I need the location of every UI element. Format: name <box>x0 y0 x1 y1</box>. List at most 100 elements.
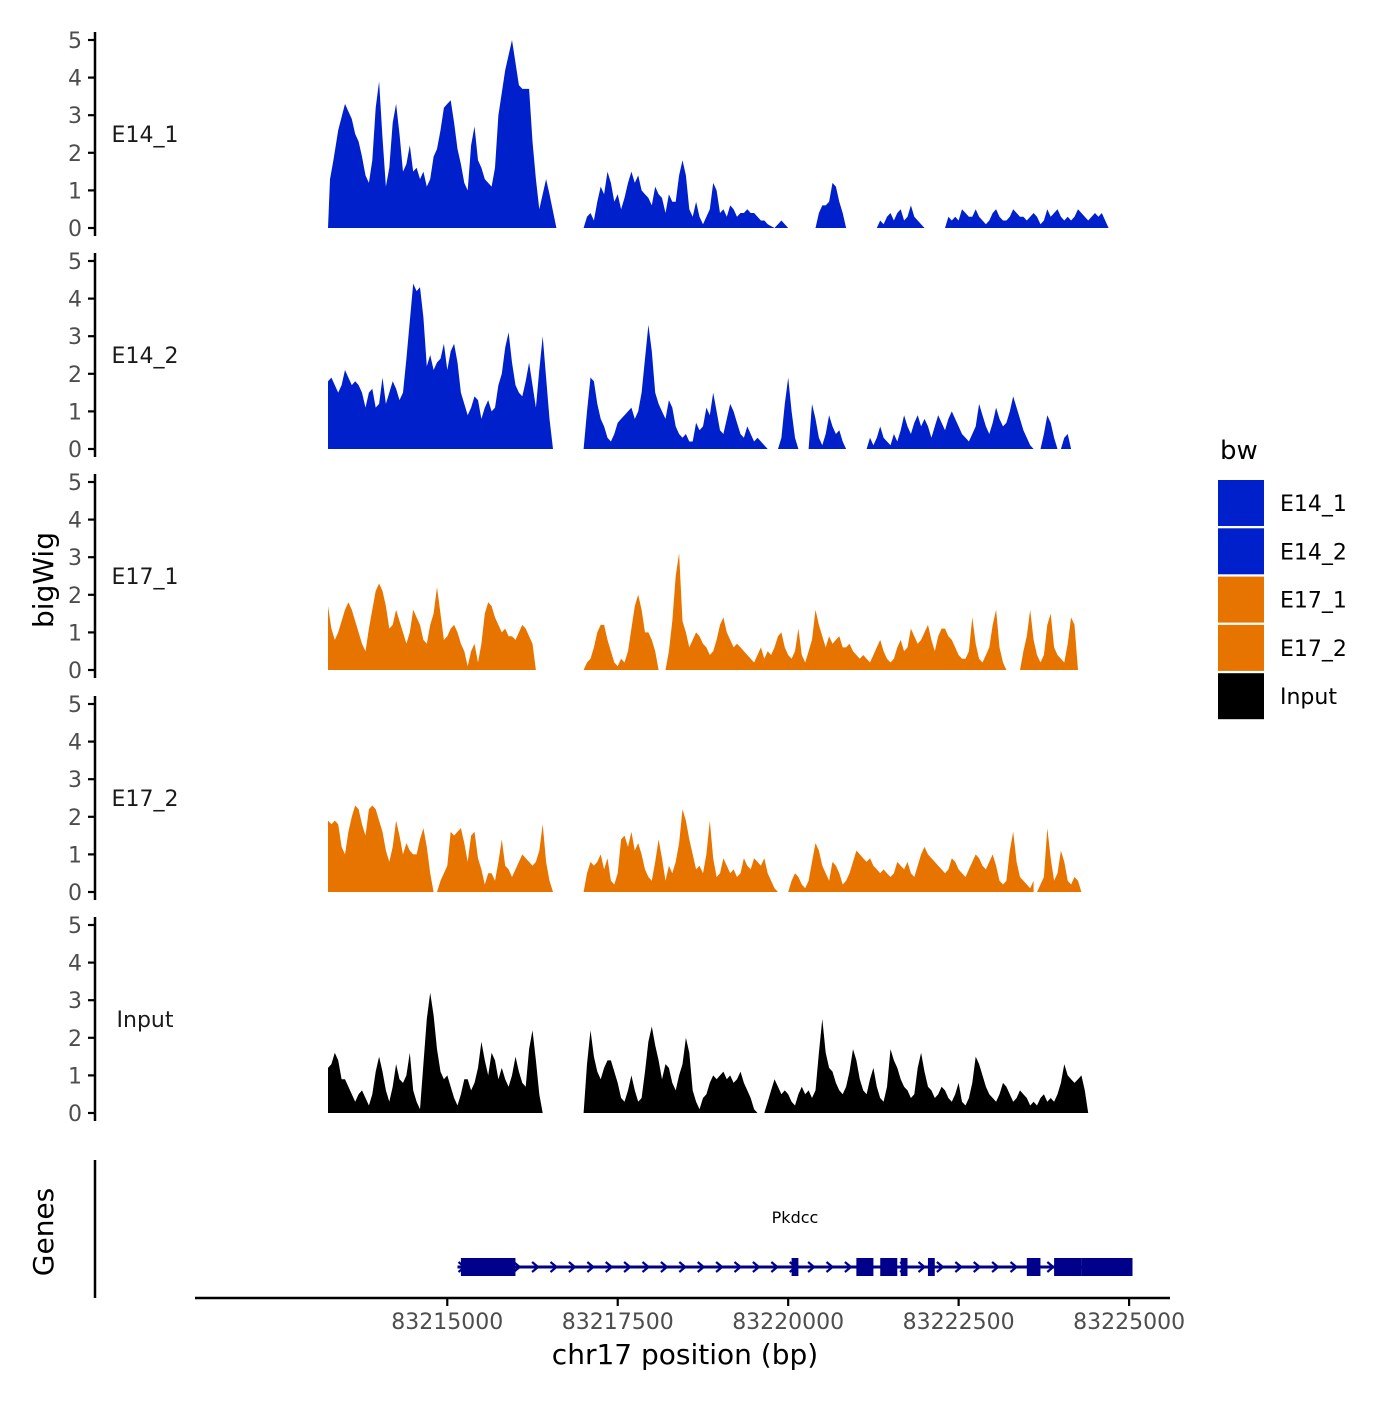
x-tick-label: 83225000 <box>1073 1310 1185 1335</box>
coverage-area <box>583 594 659 670</box>
strand-arrow <box>752 1261 761 1273</box>
strand-arrow <box>1009 1261 1019 1273</box>
coverage-area <box>808 403 847 449</box>
y-tick-label: 2 <box>68 584 82 609</box>
coverage-area <box>583 160 789 228</box>
y-tick-label: 0 <box>68 659 82 684</box>
y-tick-label: 4 <box>68 67 82 92</box>
x-axis: 83215000 83217500 83220000 83222500 83225000 <box>195 1296 1185 1335</box>
y-tick-label: 5 <box>68 693 82 718</box>
strand-arrow <box>512 1261 522 1273</box>
strand-arrow <box>715 1261 724 1273</box>
coverage-area <box>328 805 434 892</box>
genes-panel: Pkdcc <box>93 1160 1133 1298</box>
gene-label: Pkdcc <box>772 1208 819 1227</box>
track-label: Input <box>117 1008 174 1033</box>
y-tick-label: 2 <box>68 363 82 388</box>
coverage-area <box>876 205 925 228</box>
coverage-area <box>328 283 553 449</box>
track-label: E14_1 <box>112 123 179 148</box>
x-tick-label: 83222500 <box>903 1310 1015 1335</box>
coverage-area <box>866 396 1034 449</box>
y-tick-label: 1 <box>68 179 82 204</box>
y-axis-title: bigWig <box>27 532 60 628</box>
coverage-area <box>945 209 1109 228</box>
y-tick-label: 3 <box>68 768 82 793</box>
coverage-area <box>1020 609 1078 670</box>
strand-arrow <box>917 1261 927 1273</box>
track-label: E17_2 <box>112 787 179 812</box>
strand-arrow <box>807 1261 816 1273</box>
y-tick-label: 3 <box>68 104 82 129</box>
y-tick-label: 5 <box>68 250 82 275</box>
coverage-tracks: 0 1 2 3 4 5 E14_1 0 1 2 3 4 5 E14_2 0 1 2 3 4 5 E17_1 0 1 2 3 4 5 E… <box>68 29 1109 1127</box>
exon <box>900 1258 908 1276</box>
legend-label: E17_2 <box>1280 637 1347 662</box>
y-tick-label: 4 <box>68 509 82 534</box>
exon <box>856 1258 874 1276</box>
track-E17_1: 0 1 2 3 4 5 E17_1 <box>68 471 1078 684</box>
coverage-area <box>778 377 799 449</box>
coverage-area <box>815 182 847 228</box>
coverage-area <box>583 1026 758 1113</box>
strand-arrow <box>1046 1261 1056 1273</box>
coverage-area <box>1037 828 1082 892</box>
exon <box>1026 1258 1041 1276</box>
x-tick-label: 83217500 <box>562 1310 674 1335</box>
strand-arrow <box>623 1261 632 1273</box>
y-tick-label: 1 <box>68 400 82 425</box>
coverage-area <box>328 583 536 670</box>
strand-arrow <box>549 1261 559 1273</box>
gene-Pkdcc: Pkdcc <box>457 1208 1133 1276</box>
exon <box>1054 1258 1082 1276</box>
track-Input: 0 1 2 3 4 5 Input <box>68 914 1089 1127</box>
y-tick-label: 3 <box>68 546 82 571</box>
track-label: E17_1 <box>112 565 179 590</box>
exon <box>880 1258 898 1276</box>
y-tick-label: 5 <box>68 29 82 54</box>
y-tick-label: 4 <box>68 288 82 313</box>
strand-arrow <box>844 1261 853 1273</box>
coverage-area <box>1040 415 1058 449</box>
exon <box>1081 1258 1133 1276</box>
genes-axis-title: Genes <box>27 1188 60 1276</box>
coverage-area <box>328 992 543 1113</box>
y-tick-label: 1 <box>68 621 82 646</box>
coverage-area <box>583 809 778 892</box>
y-tick-label: 1 <box>68 1064 82 1089</box>
legend-swatch <box>1218 673 1264 720</box>
legend-label: E14_2 <box>1280 540 1347 565</box>
coverage-area <box>1060 434 1072 449</box>
coverage-area <box>788 831 1034 892</box>
x-tick-label: 83220000 <box>732 1310 844 1335</box>
strand-arrow <box>568 1261 577 1273</box>
legend-swatch <box>1218 528 1264 575</box>
y-tick-label: 3 <box>68 325 82 350</box>
legend: bw E14_1 E14_2 E17_1 E17_2 Input <box>1218 436 1347 720</box>
x-tick-label: 83215000 <box>391 1310 503 1335</box>
coverage-area <box>437 824 553 892</box>
strand-arrow <box>678 1261 688 1273</box>
strand-arrow <box>954 1261 964 1273</box>
strand-arrow <box>733 1261 743 1273</box>
track-label: E14_2 <box>112 344 179 369</box>
legend-swatch <box>1218 480 1264 526</box>
strand-arrow <box>972 1261 982 1273</box>
y-tick-label: 4 <box>68 731 82 756</box>
coverage-area <box>583 324 768 449</box>
y-tick-label: 0 <box>68 217 82 242</box>
y-tick-label: 1 <box>68 843 82 868</box>
legend-label: Input <box>1280 685 1337 710</box>
strand-arrow <box>531 1261 540 1273</box>
strand-arrow <box>991 1261 1000 1273</box>
y-tick-label: 2 <box>68 806 82 831</box>
coverage-area <box>665 553 1007 670</box>
track-E14_2: 0 1 2 3 4 5 E14_2 <box>68 250 1072 463</box>
strand-arrow <box>825 1261 835 1273</box>
coverage-area <box>764 1019 1089 1113</box>
strand-arrow <box>696 1261 706 1273</box>
coverage-area <box>328 40 557 228</box>
legend-label: E17_1 <box>1280 589 1347 614</box>
